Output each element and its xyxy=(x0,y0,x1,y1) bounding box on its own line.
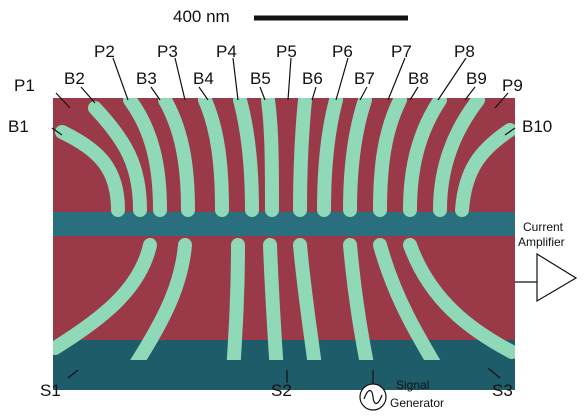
upper-plunger-gates xyxy=(53,98,515,212)
label-b5: B5 xyxy=(250,69,271,88)
channel xyxy=(53,212,515,236)
label-b3: B3 xyxy=(136,69,157,88)
label-s1: S1 xyxy=(40,381,61,400)
label-p1: P1 xyxy=(14,76,35,95)
lower-substrate xyxy=(53,360,515,390)
micrograph-image xyxy=(53,98,515,390)
current-amplifier-symbol xyxy=(515,252,578,303)
label-p4: P4 xyxy=(216,42,237,61)
signal-generator-symbol xyxy=(359,383,387,411)
label-p5: P5 xyxy=(276,42,297,61)
label-b8: B8 xyxy=(408,69,429,88)
label-p9: P9 xyxy=(502,76,523,95)
upper-barrier-gates xyxy=(55,98,515,217)
label-b6: B6 xyxy=(302,69,323,88)
label-p6: P6 xyxy=(332,42,353,61)
label-b7: B7 xyxy=(354,69,375,88)
label-p2: P2 xyxy=(94,42,115,61)
label-b2: B2 xyxy=(64,69,85,88)
label-p3: P3 xyxy=(157,42,178,61)
current-amplifier-line2: Amplifier xyxy=(518,235,565,249)
label-s3: S3 xyxy=(492,381,513,400)
label-b4: B4 xyxy=(193,69,214,88)
label-b1: B1 xyxy=(8,117,29,136)
current-amplifier-line1: Current xyxy=(523,220,564,234)
signal-generator-line1: Signal xyxy=(396,378,430,392)
label-leaders xyxy=(51,57,516,385)
scale-bar-label: 400 nm xyxy=(173,7,230,26)
label-s2: S2 xyxy=(271,381,292,400)
label-p7: P7 xyxy=(391,42,412,61)
label-b10: B10 xyxy=(522,117,553,136)
label-b9: B9 xyxy=(466,69,487,88)
label-p8: P8 xyxy=(454,42,475,61)
signal-generator-line2: Generator xyxy=(390,396,445,410)
